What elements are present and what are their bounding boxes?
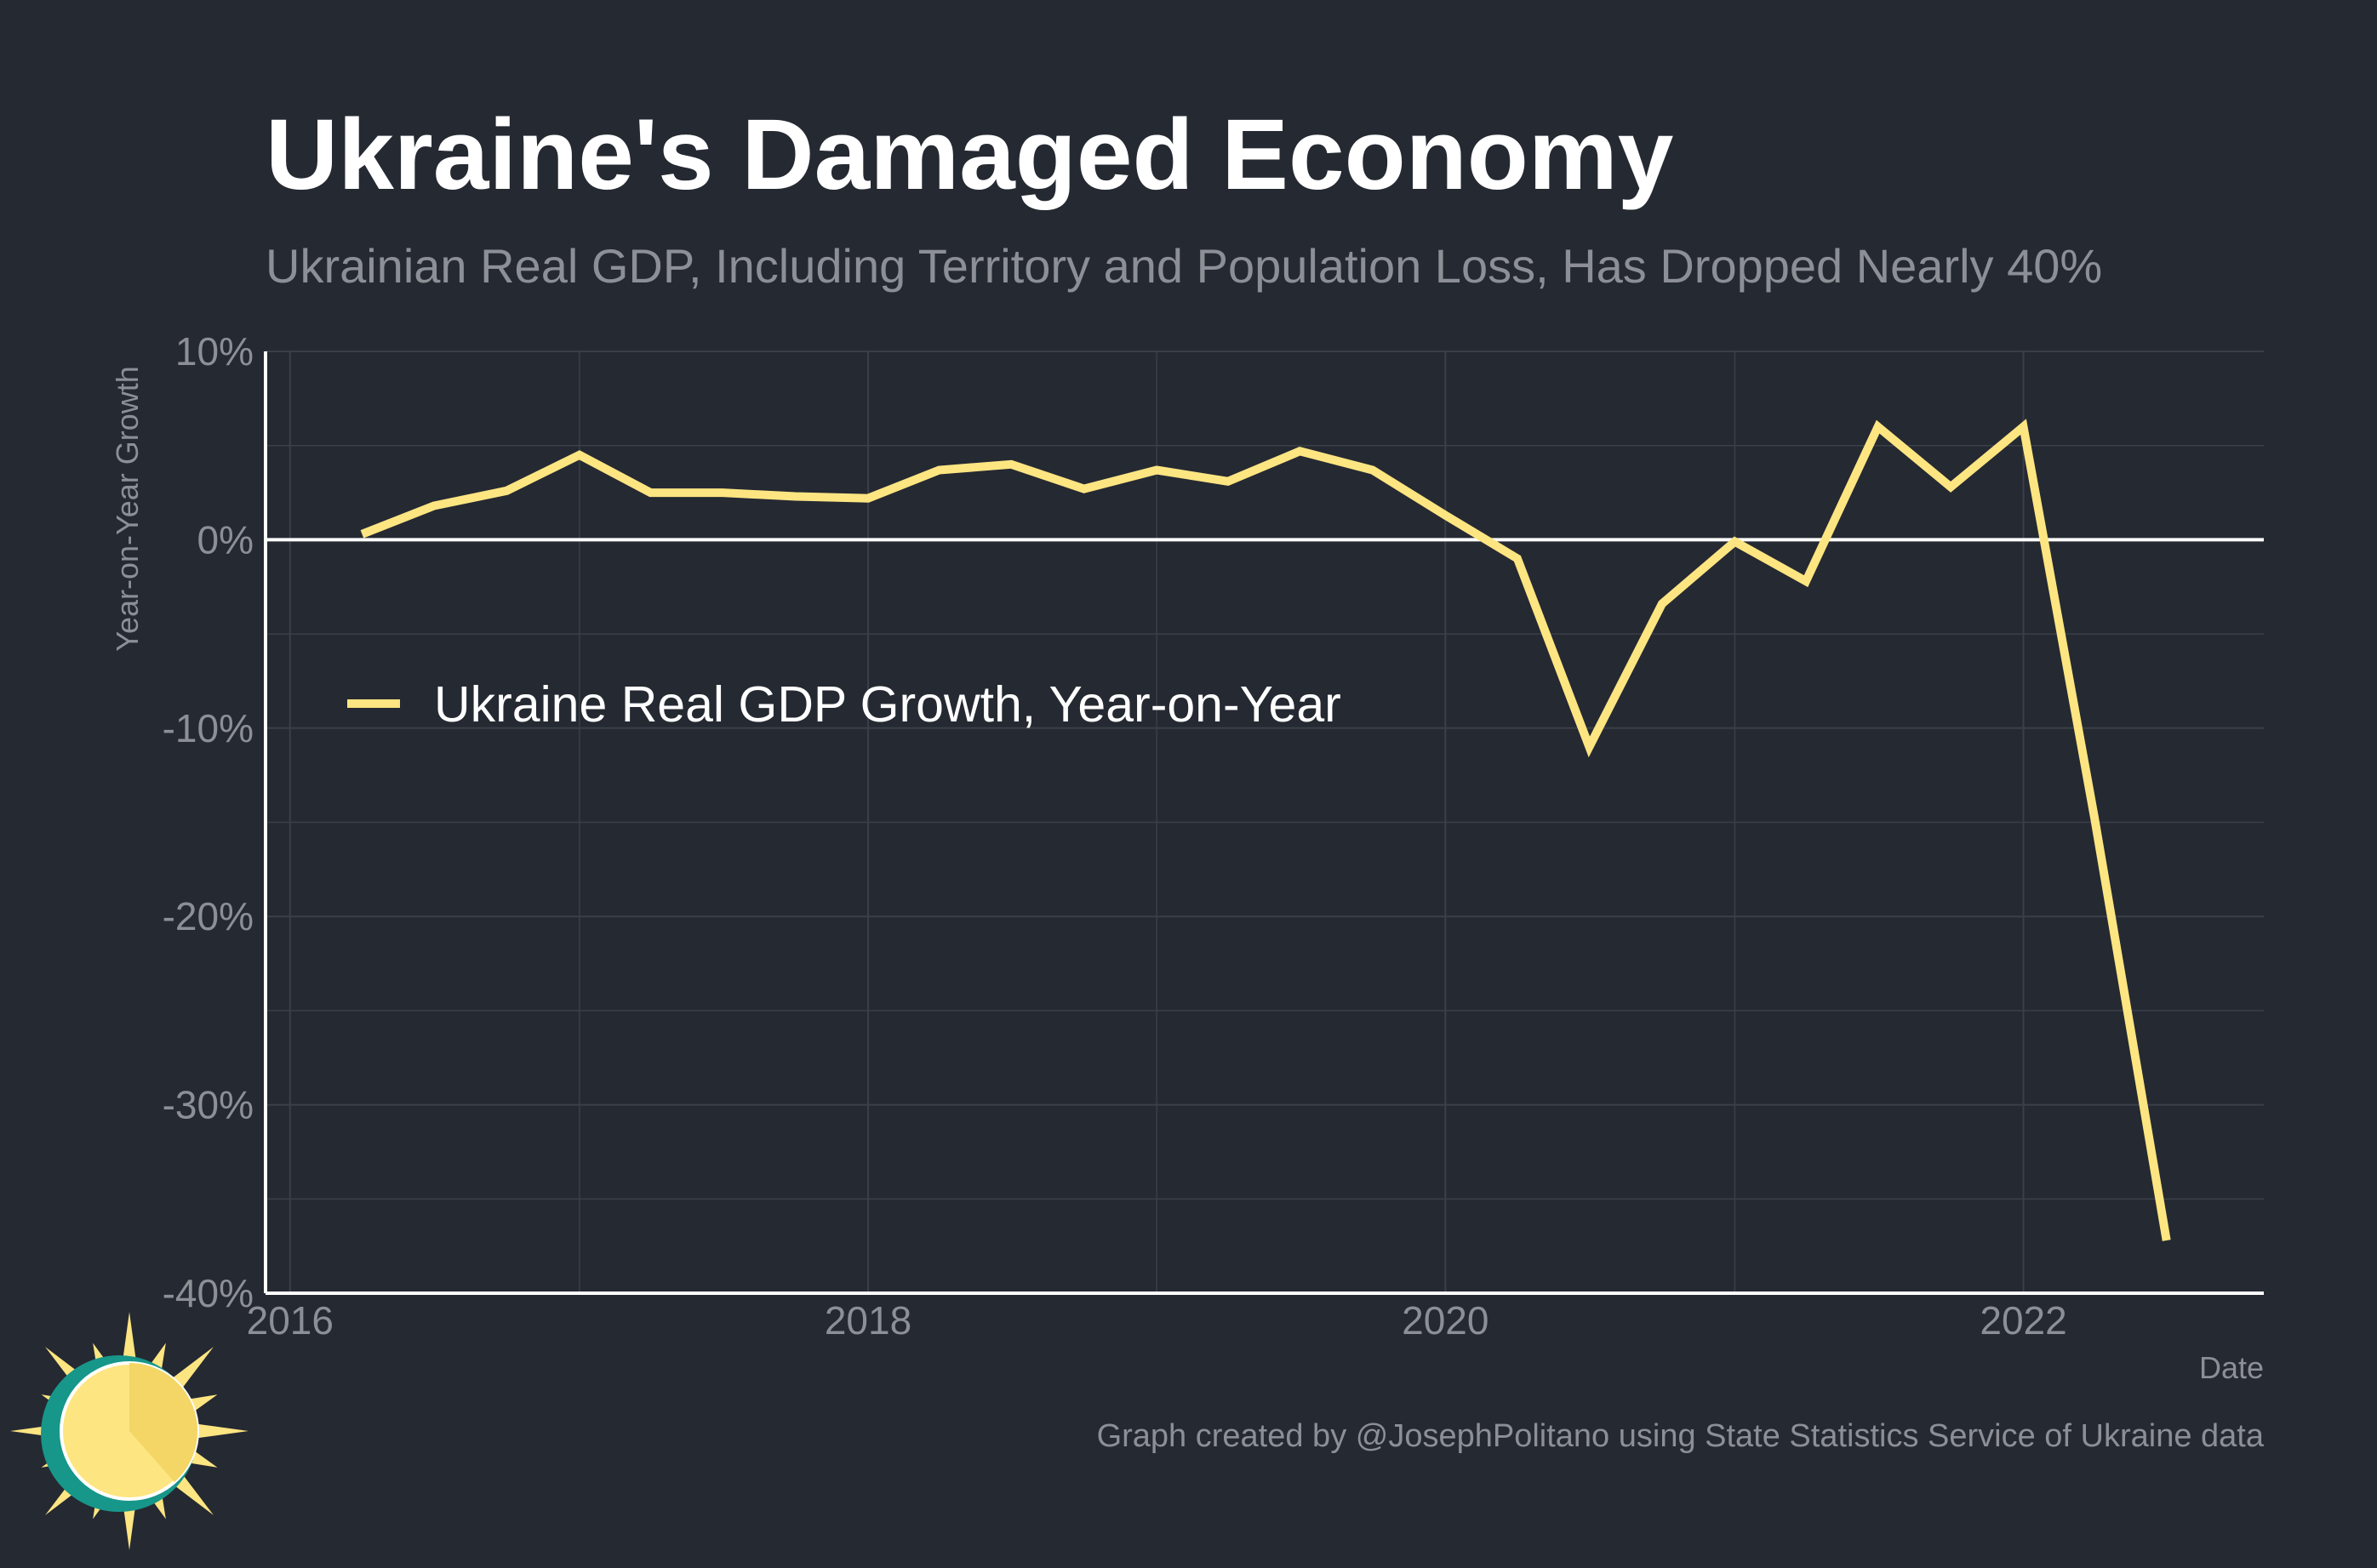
y-tick-label: 10% xyxy=(175,329,254,373)
sun-logo-icon xyxy=(10,1312,249,1550)
x-tick-label: 2020 xyxy=(1402,1298,1488,1343)
x-tick-label: 2016 xyxy=(247,1298,334,1343)
y-axis-tick-labels: 10% 0% -10% -20% -30% -40% xyxy=(163,329,254,1315)
y-tick-label: -30% xyxy=(163,1083,254,1127)
legend: Ukraine Real GDP Growth, Year-on-Year xyxy=(347,676,1341,733)
minor-gridlines xyxy=(266,351,2264,1293)
x-axis-label: Date xyxy=(2199,1350,2264,1385)
chart-title: Ukraine's Damaged Economy xyxy=(266,99,1673,211)
y-tick-label: -40% xyxy=(163,1271,254,1315)
x-tick-label: 2022 xyxy=(1980,1298,2066,1343)
y-tick-label: -10% xyxy=(163,706,254,750)
sun-ray xyxy=(122,1312,137,1368)
x-axis-tick-labels: 2016 2018 2020 2022 xyxy=(247,1298,2067,1343)
sun-shade xyxy=(129,1363,198,1482)
chart-subtitle: Ukrainian Real GDP, Including Territory … xyxy=(266,239,2102,293)
sun-ray xyxy=(192,1423,249,1439)
legend-label: Ukraine Real GDP Growth, Year-on-Year xyxy=(434,676,1341,733)
y-tick-label: 0% xyxy=(197,517,254,562)
series-line-ukraine-gdp-growth xyxy=(360,419,2171,1241)
x-tick-label: 2018 xyxy=(825,1298,911,1343)
series-layer xyxy=(360,419,2171,1241)
caption: Graph created by @JosephPolitano using S… xyxy=(1097,1418,2265,1454)
y-axis-label: Year-on-Year Growth xyxy=(110,366,145,652)
y-tick-label: -20% xyxy=(163,894,254,938)
sun-ray xyxy=(169,1347,214,1392)
